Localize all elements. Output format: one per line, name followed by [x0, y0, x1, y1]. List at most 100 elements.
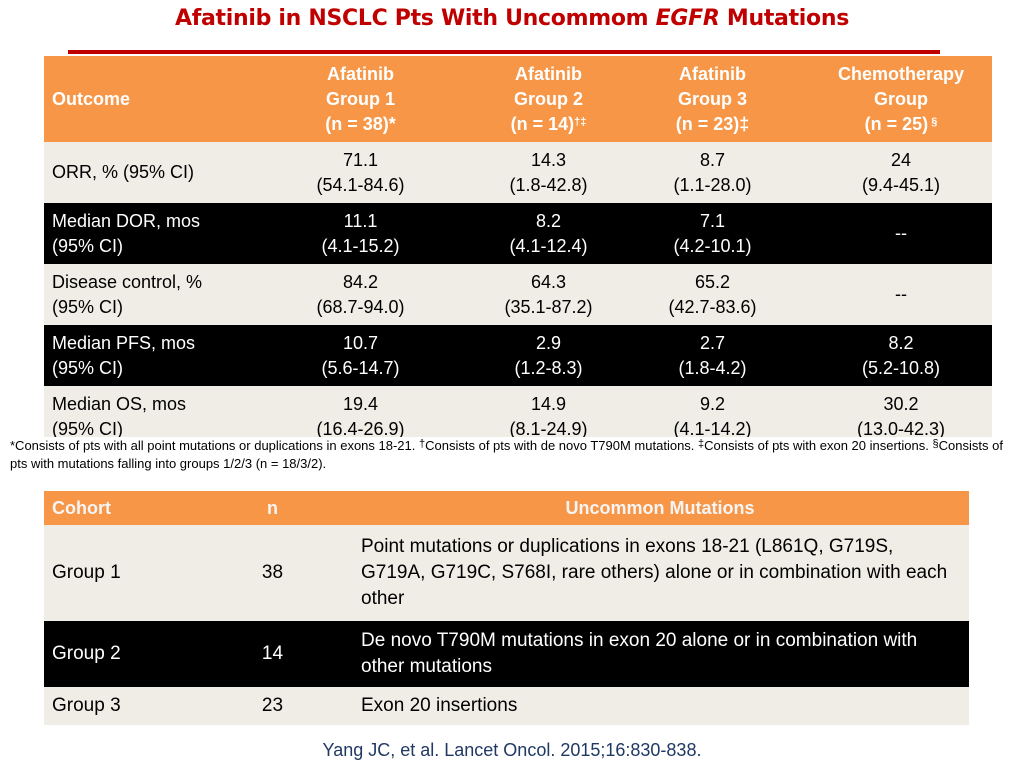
cell-line: (16.4-26.9) — [316, 419, 405, 439]
header-line: Group 1 — [325, 88, 395, 109]
cell-line: 2.9 — [535, 332, 562, 353]
cell-line: (68.7-94.0) — [316, 296, 405, 317]
cell-line: 14.3 — [530, 149, 567, 170]
outcome-row: Median DOR, mos (95% CI) 11.1 (4.1-15.2) 8.2… — [44, 203, 992, 264]
header-outcome: Outcome — [44, 56, 239, 142]
cohorts-table: Cohort n Uncommon Mutations Group 1 38 Poi… — [44, 491, 969, 725]
cell-line: (95% CI) — [52, 419, 124, 439]
cell-line: 71.1 — [342, 149, 379, 170]
footnote-mark: ‡ — [698, 438, 705, 450]
header-chemotherapy-group: Chemotherapy Group (n = 25) § — [810, 56, 992, 142]
cell-line: 24 — [890, 149, 912, 170]
outcome-value-cell: 11.1 (4.1-15.2) — [239, 203, 482, 264]
header-afatinib-group-1: Afatinib Group 1 (n = 38)* — [239, 56, 482, 142]
title-underline — [68, 50, 940, 54]
footnote-mark: † — [419, 438, 426, 450]
outcome-value-cell: -- — [810, 203, 992, 264]
cell-line: (13.0-42.3) — [856, 419, 946, 439]
cell-line: (1.2-8.3) — [514, 357, 583, 378]
citation: Yang JC, et al. Lancet Oncol. 2015;16:83… — [322, 740, 702, 760]
footnote-text: Consists of pts with mutations falling i… — [10, 438, 1003, 471]
header-footnote-mark: § — [928, 115, 938, 128]
outcome-row: Disease control, % (95% CI) 84.2 (68.7-94.0… — [44, 264, 992, 325]
outcomes-table: Outcome Afatinib Group 1 (n = 38)* Afati… — [44, 56, 992, 448]
outcome-value-cell: 8.7 (1.1-28.0) — [615, 142, 810, 203]
header-afatinib-group-2: Afatinib Group 2 (n = 14)†‡ — [482, 56, 615, 142]
slide-title: Afatinib in NSCLC Pts With Uncommom EGFR… — [0, 6, 1024, 31]
cohort-mutations-cell: Exon 20 insertions — [351, 687, 969, 725]
cell-line: (9.4-45.1) — [861, 174, 941, 195]
cell-line: (42.7-83.6) — [668, 296, 757, 317]
cell-line: 14.9 — [530, 394, 567, 414]
cohort-row: Group 3 23 Exon 20 insertions — [44, 687, 969, 725]
cell-line: (1.1-28.0) — [673, 174, 752, 195]
cell-line: Disease control, % — [52, 271, 203, 292]
cohort-row: Group 1 38 Point mutations or duplications… — [44, 525, 969, 621]
cohort-name-cell: Group 1 — [44, 525, 194, 621]
header-line: Afatinib — [679, 63, 746, 84]
cell-line: 65.2 — [694, 271, 731, 292]
outcome-value-cell: 14.3 (1.8-42.8) — [482, 142, 615, 203]
cohort-row: Group 2 14 De novo T790M mutations in exon… — [44, 621, 969, 687]
cell-line: (95% CI) — [52, 357, 124, 378]
cohort-n-cell: 14 — [194, 621, 351, 687]
cohort-n-cell: 38 — [194, 525, 351, 621]
footnote: *Consists of pts with all point mutation… — [10, 437, 1016, 473]
header-line: Afatinib — [327, 63, 394, 84]
cell-line: ORR, % (95% CI) — [52, 162, 195, 182]
cell-line: (5.6-14.7) — [321, 357, 400, 378]
cohort-mutations-cell: De novo T790M mutations in exon 20 alone… — [351, 621, 969, 687]
cell-line: (95% CI) — [52, 296, 124, 317]
outcome-value-cell: 84.2 (68.7-94.0) — [239, 264, 482, 325]
cell-line: 10.7 — [342, 332, 379, 353]
outcome-row: ORR, % (95% CI) 71.1 (54.1-84.6) 14.3 (1.8-4… — [44, 142, 992, 203]
header-line: (n = 14)†‡ — [482, 112, 615, 137]
header-line: Group — [874, 88, 928, 109]
cell-line: 8.7 — [699, 149, 726, 170]
footnote-text: Consists of pts with de novo T790M mutat… — [425, 438, 699, 453]
outcome-value-cell: 64.3 (35.1-87.2) — [482, 264, 615, 325]
header-line: (n = 25) § — [810, 112, 992, 137]
cohorts-header-row: Cohort n Uncommon Mutations — [44, 491, 969, 525]
cell-line: 11.1 — [343, 210, 378, 231]
outcome-value-cell: 8.2 (4.1-12.4) — [482, 203, 615, 264]
outcome-value-cell: 71.1 (54.1-84.6) — [239, 142, 482, 203]
outcome-value-cell: 10.7 (5.6-14.7) — [239, 325, 482, 386]
header-line: Afatinib — [515, 63, 582, 84]
outcome-value-cell: 2.7 (1.8-4.2) — [615, 325, 810, 386]
cell-line: (95% CI) — [52, 235, 124, 256]
cell-line: (4.1-15.2) — [321, 235, 400, 256]
outcome-label-cell: Median PFS, mos (95% CI) — [44, 325, 239, 386]
title-prefix: Afatinib in NSCLC Pts With Uncommom — [174, 6, 656, 31]
outcome-value-cell: 7.1 (4.2-10.1) — [615, 203, 810, 264]
cell-line: 19.4 — [342, 394, 379, 414]
outcome-value-cell: -- — [810, 264, 992, 325]
cell-line: -- — [895, 223, 907, 243]
cell-line: (1.8-42.8) — [509, 174, 588, 195]
header-afatinib-group-3: Afatinib Group 3 (n = 23)‡ — [615, 56, 810, 142]
header-line: (n = 38)* — [325, 113, 396, 134]
cell-line: (4.1-14.2) — [673, 419, 752, 439]
footnote-text: *Consists of pts with all point mutation… — [10, 438, 419, 453]
cell-line: 8.2 — [535, 210, 562, 231]
cohort-name-cell: Group 3 — [44, 687, 194, 725]
header-line: (n = 23)‡ — [675, 113, 750, 134]
cell-line: 7.1 — [699, 210, 726, 231]
footnote-mark: § — [932, 438, 939, 450]
cell-line: 9.2 — [699, 394, 726, 414]
cell-line: 8.2 — [888, 332, 914, 353]
header-n: n — [194, 491, 351, 525]
header-footnote-mark: †‡ — [574, 115, 587, 128]
cell-line: 84.2 — [342, 271, 379, 292]
cohort-mutations-cell: Point mutations or duplications in exons… — [351, 525, 969, 621]
outcome-label-cell: Median DOR, mos (95% CI) — [44, 203, 239, 264]
cell-line: 2.7 — [699, 332, 726, 353]
cell-line: Median DOR, mos — [52, 210, 201, 231]
outcome-value-cell: 8.2 (5.2-10.8) — [810, 325, 992, 386]
cohort-name-cell: Group 2 — [44, 621, 194, 687]
header-line: Chemotherapy — [837, 63, 965, 84]
outcomes-header-row: Outcome Afatinib Group 1 (n = 38)* Afati… — [44, 56, 992, 142]
header-uncommon-mutations: Uncommon Mutations — [351, 491, 969, 525]
title-emphasis: EGFR — [655, 6, 720, 31]
cell-line: (8.1-24.9) — [509, 419, 588, 439]
